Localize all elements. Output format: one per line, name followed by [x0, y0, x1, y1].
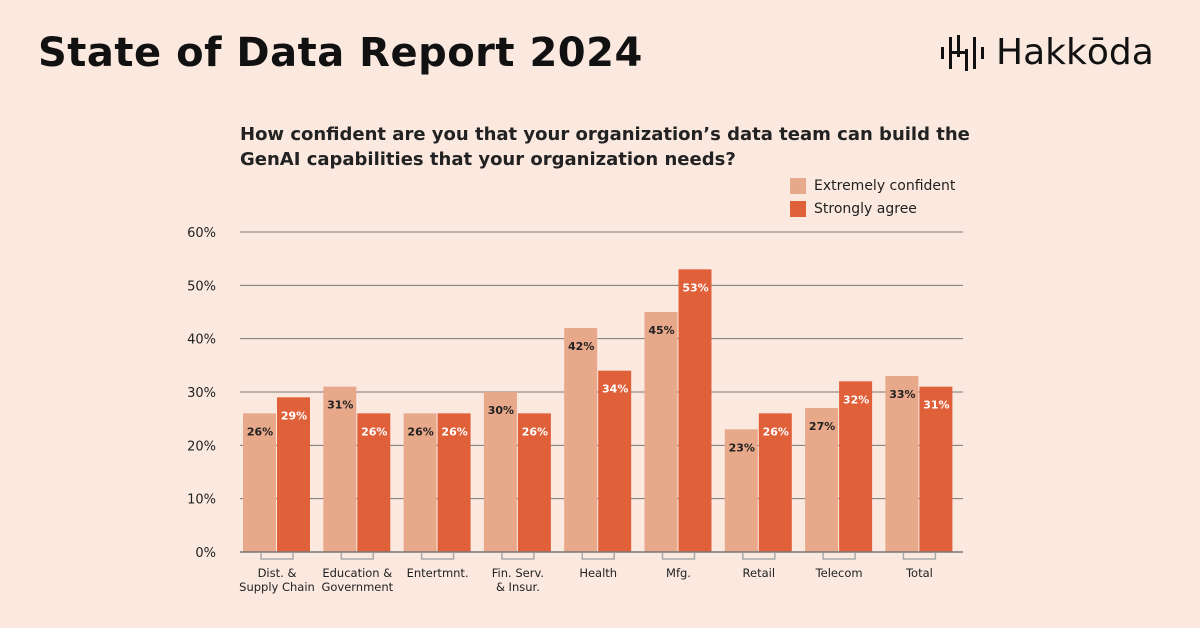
data-label: 30% — [488, 404, 514, 417]
x-tick-label: & Insur. — [496, 580, 540, 594]
bar — [885, 376, 919, 552]
page-title: State of Data Report 2024 — [38, 30, 643, 76]
data-label: 32% — [843, 393, 869, 406]
data-label: 26% — [522, 425, 548, 438]
category-bracket — [340, 553, 375, 560]
bar — [839, 381, 873, 552]
category-bracket — [742, 553, 776, 560]
bar — [724, 429, 758, 552]
data-label: 29% — [281, 409, 307, 422]
bar — [323, 386, 357, 552]
y-tick-label: 40% — [187, 333, 216, 348]
legend-item-extremely-confident: Extremely confident — [790, 178, 955, 194]
bar — [644, 312, 678, 552]
bar — [483, 392, 517, 552]
bar — [243, 413, 276, 552]
bar — [357, 413, 391, 552]
data-label: 26% — [763, 425, 789, 438]
bar — [758, 413, 792, 552]
x-tick-label: Dist. & — [258, 566, 297, 580]
x-tick-label: Education & — [322, 566, 392, 580]
bar — [517, 413, 551, 552]
data-label: 23% — [729, 441, 755, 454]
category-bracket — [661, 553, 696, 560]
bar — [805, 408, 839, 552]
y-tick-label: 60% — [187, 226, 216, 241]
x-tick-label: Health — [579, 566, 617, 580]
category-bracket — [902, 553, 937, 560]
bar — [277, 397, 310, 552]
category-bracket — [501, 553, 535, 560]
legend-swatch — [790, 178, 806, 194]
category-bracket — [581, 553, 615, 560]
data-label: 33% — [889, 388, 915, 401]
bar — [437, 413, 471, 552]
x-tick-label: Retail — [743, 566, 776, 580]
x-tick-label: Mfg. — [666, 566, 691, 580]
y-tick-label: 10% — [187, 493, 216, 508]
category-bracket — [260, 553, 294, 560]
x-tick-label: Telecom — [815, 566, 863, 580]
data-label: 53% — [682, 281, 708, 294]
hakkoda-logo-icon — [941, 34, 984, 71]
data-label: 45% — [648, 324, 674, 337]
y-tick-label: 50% — [187, 279, 216, 294]
y-tick-label: 30% — [187, 386, 216, 401]
bar — [403, 413, 437, 552]
legend-item-strongly-agree: Strongly agree — [790, 201, 917, 217]
x-tick-label: Entertmnt. — [407, 566, 469, 580]
data-label: 31% — [327, 399, 353, 412]
data-label: 31% — [923, 399, 949, 412]
data-label: 26% — [247, 425, 273, 438]
y-tick-label: 0% — [195, 546, 216, 561]
bar — [598, 370, 632, 552]
logo-text: Hakkōda — [996, 32, 1154, 73]
category-bracket — [822, 553, 856, 560]
bar — [564, 328, 598, 552]
x-tick-label: Total — [905, 566, 933, 580]
data-label: 26% — [407, 425, 433, 438]
data-label: 34% — [602, 383, 628, 396]
data-label: 26% — [441, 425, 467, 438]
logo: Hakkōda — [940, 32, 1154, 73]
legend-swatch — [790, 201, 806, 217]
legend-label: Extremely confident — [814, 178, 956, 194]
chart-question: How confident are you that your organiza… — [240, 124, 970, 170]
category-bracket — [420, 553, 455, 560]
x-tick-label: Government — [321, 580, 393, 594]
data-label: 42% — [568, 340, 594, 353]
bar — [919, 386, 953, 552]
x-tick-label: Fin. Serv. — [492, 566, 544, 580]
legend-label: Strongly agree — [814, 201, 917, 217]
bar — [678, 269, 712, 552]
x-tick-label: Supply Chain — [239, 580, 315, 594]
data-label: 26% — [361, 425, 387, 438]
y-tick-label: 20% — [187, 439, 216, 454]
data-label: 27% — [809, 420, 835, 433]
